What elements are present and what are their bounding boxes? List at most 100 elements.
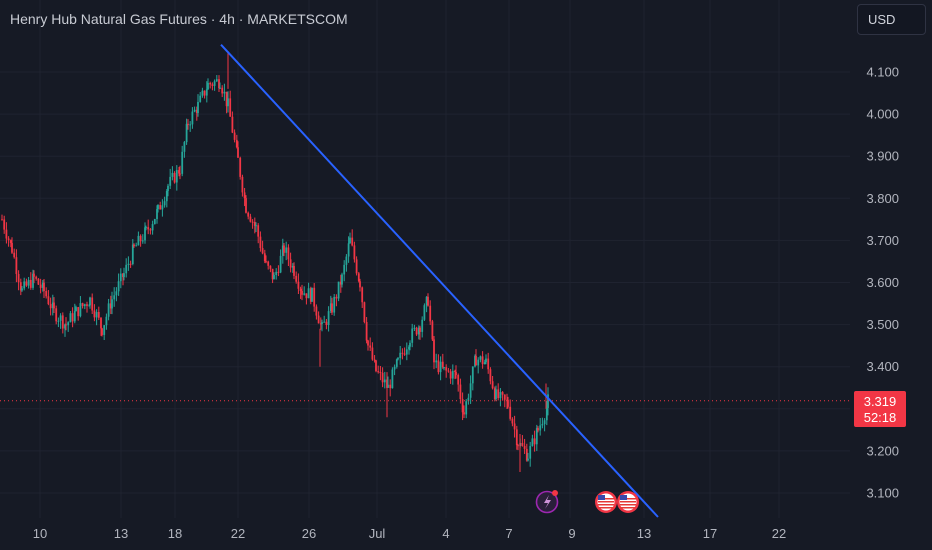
candle-body [249,216,252,222]
candle-body [281,245,284,256]
candle-body [51,302,54,309]
y-tick-label: 3.400 [866,359,899,374]
downtrend-line[interactable] [220,43,659,518]
candle-body [209,82,212,85]
candle-body [165,190,168,202]
candle-body [129,263,132,265]
candle-body [191,111,194,125]
candlestick-series [1,50,549,472]
candle-body [239,157,242,177]
candle-body [537,428,539,431]
candle-body [447,370,450,372]
y-tick-label: 3.500 [866,317,899,332]
y-tick-label: 3.800 [866,191,899,206]
candle-body [433,339,435,363]
candle-body [113,295,116,300]
x-tick-label: 17 [703,526,717,541]
candle-body [245,198,247,213]
candle-body [107,303,110,317]
candle-body [115,291,118,296]
candle-body [391,369,394,389]
candle-body [531,438,534,447]
candle-body [259,236,262,249]
candle-body [325,321,328,325]
candle-body [77,307,80,317]
y-tick-label: 3.900 [866,149,899,164]
candle-body [271,268,274,280]
candle-body [61,315,64,329]
candle-body [195,109,198,113]
candle-body [17,273,20,283]
last-price-value: 3.319 [863,394,897,409]
candle-body [117,281,120,292]
candle-body [25,281,28,286]
candle-body [345,256,348,265]
candle-body [49,304,52,309]
candle-body [37,278,40,285]
candle-body [263,253,266,262]
candle-body [81,303,84,307]
candle-body [197,101,199,113]
time-axis[interactable]: 10 13 18 22 26 Jul 4 7 9 13 17 22 [33,526,786,541]
candle-body [39,284,42,288]
candle-body [273,274,275,280]
candle-body [109,303,112,309]
candle-body [471,366,474,384]
event-markers[interactable] [535,490,640,514]
candle-body [515,429,518,446]
candle-body [35,276,38,279]
candle-body [275,271,278,275]
currency-button[interactable]: USD [857,4,926,35]
candle-body [100,317,102,329]
chart-title: Henry Hub Natural Gas Futures · 4h · MAR… [10,11,348,27]
candle-body [257,225,260,237]
candle-body [267,261,270,266]
price-axis[interactable]: 3.1003.2003.3003.4003.5003.6003.7003.800… [866,65,899,501]
candle-body [187,123,189,125]
candle-body [383,379,386,383]
candle-body [147,227,150,230]
x-tick-label: 4 [442,526,449,541]
candle-body [463,412,465,415]
candle-body [33,273,35,277]
candle-body [323,321,326,323]
candle-body [97,312,100,318]
candle-body [215,79,218,82]
candle-body [459,384,462,400]
candle-body [55,308,58,322]
candle-body [401,352,404,354]
candle-body [269,265,272,269]
candle-body [415,327,418,335]
candle-body [163,201,166,206]
candle-body [207,82,209,90]
candle-body [189,124,192,126]
candle-body [101,328,103,335]
candle-body [543,420,546,425]
candle-body [357,273,360,282]
candle-body [341,274,343,285]
candle-body [144,227,146,241]
x-tick-label: 26 [302,526,316,541]
candle-body [389,384,392,389]
candle-body [171,172,174,177]
candle-body [27,279,30,286]
candle-body [73,311,76,322]
y-tick-label: 3.200 [866,443,899,458]
candle-body [359,281,361,288]
y-tick-label: 4.100 [866,65,899,80]
candle-body [455,371,457,376]
candle-body [431,321,434,340]
candle-body [533,438,536,445]
candle-body [64,324,66,329]
candle-body [469,383,472,398]
candle-body [175,170,178,183]
candle-body [353,245,356,260]
candle-body [535,428,538,445]
candle-body [421,319,424,332]
candle-body [377,371,380,373]
candle-body [369,345,372,348]
candle-body [123,273,125,278]
candle-body [451,370,454,379]
candle-body [499,392,502,399]
